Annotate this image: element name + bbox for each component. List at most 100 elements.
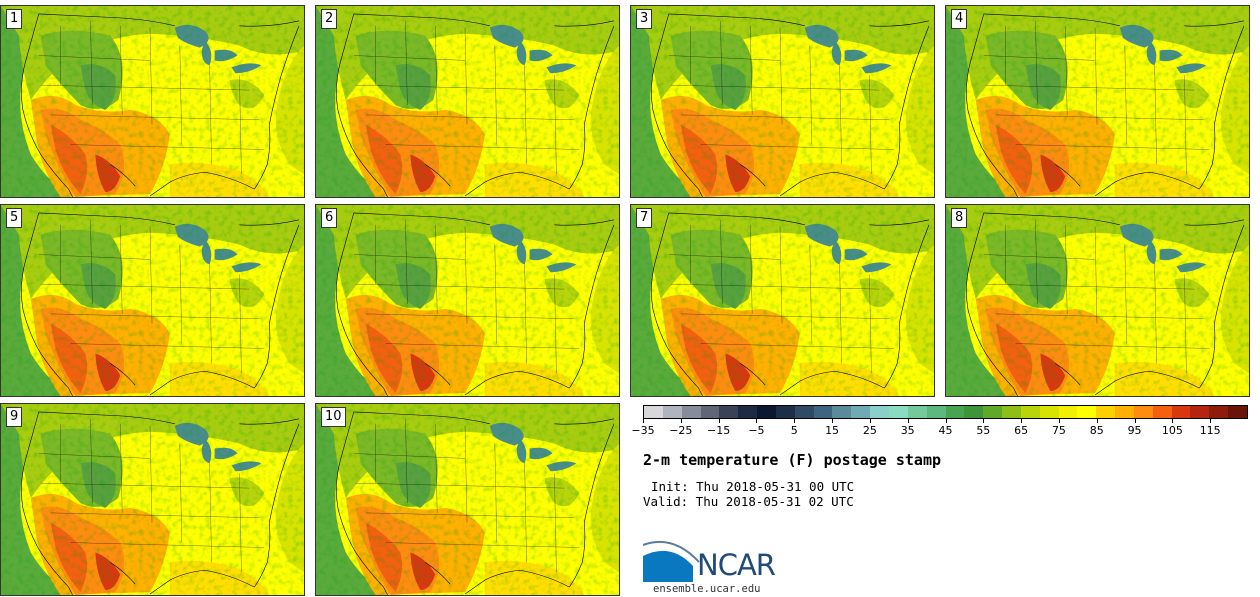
colorbar-cell	[719, 406, 739, 418]
colorbar-tick	[945, 419, 947, 423]
colorbar-tick-label: 105	[1161, 424, 1183, 437]
colorbar-cell	[1039, 406, 1059, 418]
colorbar-cell	[1077, 406, 1097, 418]
map-panel-1[interactable]: 1	[0, 5, 305, 198]
map-panel-4[interactable]: 4	[945, 5, 1250, 198]
colorbar-tick	[907, 419, 909, 423]
colorbar-cell	[945, 406, 965, 418]
colorbar-tick-label: 5	[790, 424, 798, 437]
colorbar-cell	[851, 406, 871, 418]
colorbar-tick	[1058, 419, 1060, 423]
usa-temperature-map	[1, 6, 304, 197]
colorbar-cell	[1190, 406, 1210, 418]
colorbar-tick	[1134, 419, 1136, 423]
colorbar-cell	[1058, 406, 1078, 418]
colorbar-cell	[1002, 406, 1021, 418]
colorbar-cell	[1133, 406, 1153, 418]
colorbar-tick-label: −25	[669, 424, 693, 437]
map-panel-3[interactable]: 3	[630, 5, 935, 198]
colorbar-cell	[644, 406, 663, 418]
colorbar-tick	[680, 419, 682, 423]
map-panel-8[interactable]: 8	[945, 204, 1250, 397]
panel-number-8: 8	[951, 208, 968, 228]
usa-temperature-map	[316, 205, 619, 396]
colorbar-cell	[738, 406, 758, 418]
panel-number-3: 3	[636, 9, 653, 29]
colorbar-tick	[1172, 419, 1174, 423]
usa-temperature-map	[316, 404, 619, 595]
colorbar-cell	[1228, 406, 1247, 418]
colorbar-cell	[700, 406, 720, 418]
colorbar-tick-label: 95	[1127, 424, 1142, 437]
colorbar-cell	[888, 406, 908, 418]
usa-temperature-map	[1, 404, 304, 595]
ncar-logo-icon	[643, 540, 803, 582]
map-panel-6[interactable]: 6	[315, 204, 620, 397]
valid-time: Valid: Thu 2018-05-31 02 UTC	[643, 494, 854, 509]
colorbar-cell	[794, 406, 814, 418]
colorbar-tick	[1210, 419, 1212, 423]
colorbar-tick	[756, 419, 758, 423]
usa-temperature-map	[631, 205, 934, 396]
usa-temperature-map	[946, 205, 1249, 396]
colorbar-cell	[662, 406, 682, 418]
ncar-logo-text: NCAR	[697, 548, 776, 582]
colorbar-cell	[1115, 406, 1134, 418]
panel-number-10: 10	[321, 407, 346, 427]
colorbar-ticks: −35 −25 −15 −5 5 15 25 35 45 55 65 75 85 95 105 115	[631, 419, 1248, 441]
chart-title: 2-m temperature (F) postage stamp	[643, 451, 942, 469]
ensemble-url: ensemble.ucar.edu	[653, 583, 761, 595]
colorbar-cell	[907, 406, 927, 418]
colorbar-cell	[1096, 406, 1116, 418]
usa-temperature-map	[316, 6, 619, 197]
colorbar-tick-label: 35	[900, 424, 915, 437]
panel-number-6: 6	[321, 208, 338, 228]
colorbar-tick-label: −5	[748, 424, 765, 437]
colorbar-cell	[775, 406, 795, 418]
colorbar-tick	[869, 419, 871, 423]
colorbar-cell	[964, 406, 984, 418]
colorbar-tick-label: 85	[1089, 424, 1104, 437]
colorbar-tick	[983, 419, 985, 423]
colorbar-tick	[643, 419, 644, 423]
colorbar-cell	[983, 406, 1003, 418]
colorbar-tick-label: 25	[862, 424, 877, 437]
panel-number-2: 2	[321, 9, 338, 29]
panel-number-5: 5	[6, 208, 23, 228]
colorbar-tick	[718, 419, 720, 423]
colorbar-cell	[1020, 406, 1040, 418]
colorbar-cell	[832, 406, 852, 418]
colorbar-tick-label: 45	[938, 424, 953, 437]
colorbar-tick-label: 55	[976, 424, 991, 437]
colorbar-tick	[1096, 419, 1098, 423]
panel-number-7: 7	[636, 208, 653, 228]
usa-temperature-map	[1, 205, 304, 396]
colorbar-cell	[1152, 406, 1172, 418]
colorbar-cell	[681, 406, 701, 418]
panel-number-4: 4	[951, 9, 968, 29]
map-panel-7[interactable]: 7	[630, 204, 935, 397]
colorbar-tick-label: −35	[631, 424, 655, 437]
panel-number-1: 1	[6, 9, 23, 29]
colorbar-cell	[1209, 406, 1229, 418]
colorbar-cell	[926, 406, 946, 418]
colorbar-cell	[813, 406, 833, 418]
map-panel-5[interactable]: 5	[0, 204, 305, 397]
colorbar-cell	[1171, 406, 1191, 418]
init-time: Init: Thu 2018-05-31 00 UTC	[651, 479, 855, 494]
colorbar-tick-label: 75	[1051, 424, 1066, 437]
usa-temperature-map	[631, 6, 934, 197]
temperature-colorbar	[643, 405, 1248, 419]
colorbar-cell	[870, 406, 889, 418]
colorbar-tick-label: 65	[1014, 424, 1029, 437]
colorbar-tick-label: 115	[1199, 424, 1221, 437]
colorbar-tick-label: −15	[707, 424, 731, 437]
map-panel-10[interactable]: 10	[315, 403, 620, 596]
panel-number-9: 9	[6, 407, 23, 427]
colorbar-tick	[794, 419, 796, 423]
colorbar-tick-label: 15	[825, 424, 840, 437]
colorbar-tick	[832, 419, 834, 423]
map-panel-9[interactable]: 9	[0, 403, 305, 596]
map-panel-2[interactable]: 2	[315, 5, 620, 198]
colorbar-cell	[757, 406, 776, 418]
